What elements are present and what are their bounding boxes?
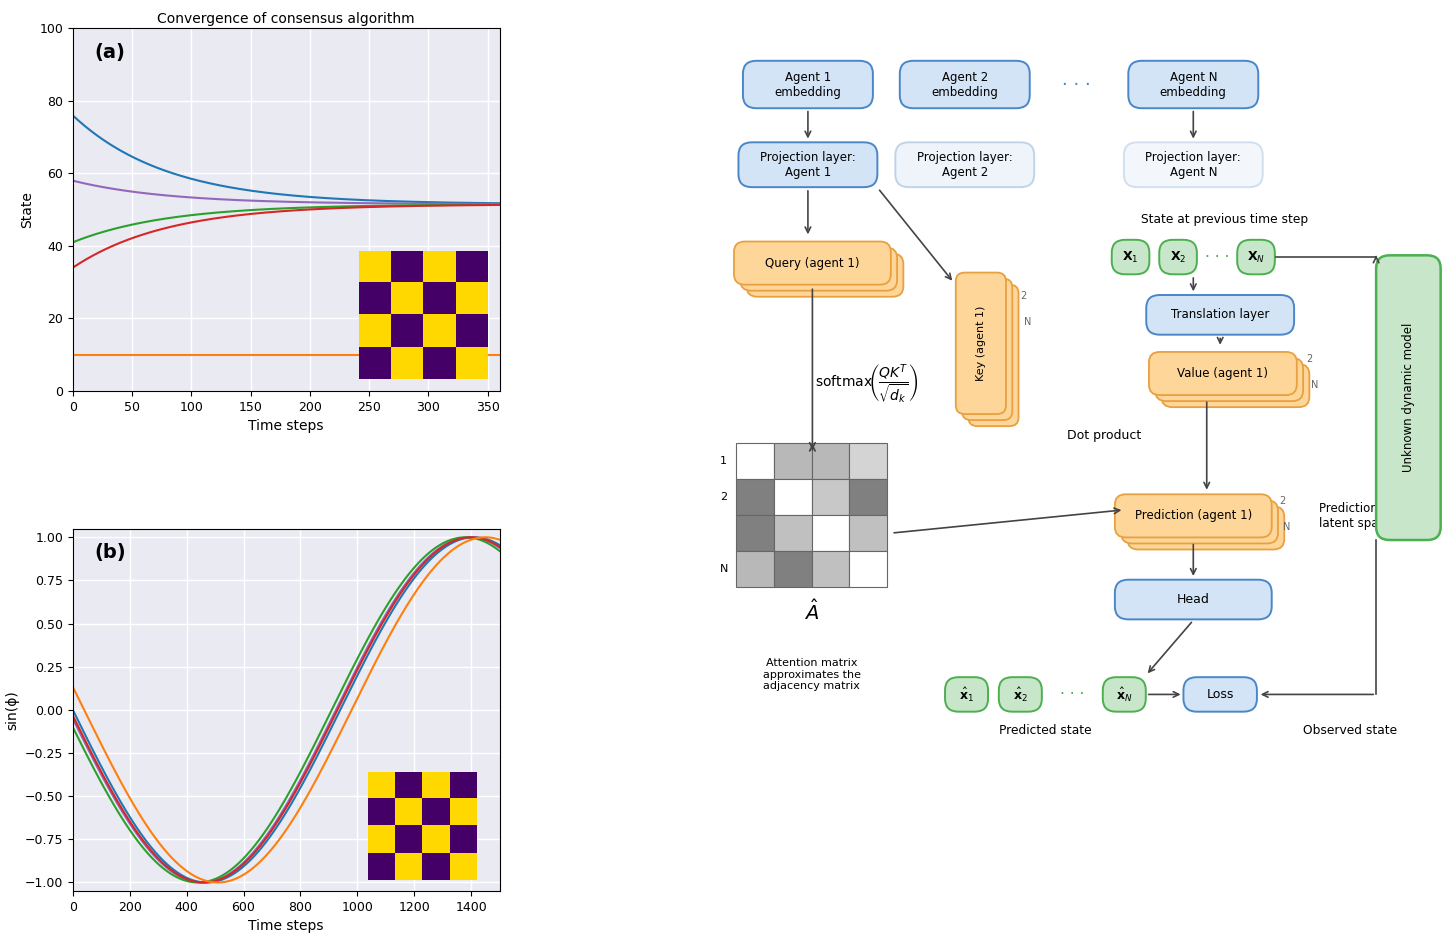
FancyBboxPatch shape: [1127, 506, 1284, 550]
FancyBboxPatch shape: [945, 677, 989, 712]
Text: $\mathbf{X}_N$: $\mathbf{X}_N$: [1246, 249, 1265, 264]
Text: $\hat{\mathbf{x}}_N$: $\hat{\mathbf{x}}_N$: [1117, 685, 1133, 703]
FancyBboxPatch shape: [740, 247, 897, 291]
Text: 2: 2: [721, 492, 727, 501]
Text: Translation layer: Translation layer: [1171, 308, 1270, 321]
Text: State at previous time step: State at previous time step: [1142, 213, 1309, 227]
FancyBboxPatch shape: [747, 254, 903, 297]
Text: 2: 2: [1019, 291, 1026, 301]
Bar: [849, 515, 887, 551]
FancyBboxPatch shape: [1184, 677, 1257, 712]
FancyBboxPatch shape: [1162, 364, 1309, 407]
Text: 2: 2: [1306, 354, 1313, 364]
Text: · · ·: · · ·: [1060, 687, 1085, 702]
Bar: [811, 515, 849, 551]
Text: $\hat{A}$: $\hat{A}$: [804, 599, 820, 624]
FancyBboxPatch shape: [962, 279, 1012, 420]
FancyBboxPatch shape: [734, 242, 891, 284]
Bar: [737, 515, 773, 551]
FancyBboxPatch shape: [1115, 494, 1271, 538]
Text: Head: Head: [1176, 593, 1210, 606]
Y-axis label: State: State: [19, 191, 33, 228]
FancyBboxPatch shape: [1146, 295, 1294, 335]
FancyBboxPatch shape: [1128, 61, 1258, 108]
Text: Agent 1
embedding: Agent 1 embedding: [775, 70, 842, 99]
FancyBboxPatch shape: [999, 677, 1042, 712]
Text: $\mathbf{X}_2$: $\mathbf{X}_2$: [1169, 249, 1187, 264]
Bar: [737, 551, 773, 588]
FancyBboxPatch shape: [1124, 142, 1262, 187]
Title: Convergence of consensus algorithm: Convergence of consensus algorithm: [157, 12, 415, 26]
FancyBboxPatch shape: [1376, 255, 1440, 540]
Text: Agent N
embedding: Agent N embedding: [1160, 70, 1227, 99]
X-axis label: Time steps: Time steps: [249, 920, 323, 934]
Text: N: N: [1283, 522, 1290, 532]
FancyBboxPatch shape: [738, 142, 878, 187]
Text: N: N: [719, 564, 728, 574]
Text: Projection layer:
Agent N: Projection layer: Agent N: [1146, 151, 1241, 179]
Bar: [811, 551, 849, 588]
FancyBboxPatch shape: [1159, 240, 1197, 274]
Text: 1: 1: [721, 456, 727, 465]
Text: Prediction (agent 1): Prediction (agent 1): [1134, 509, 1252, 522]
FancyBboxPatch shape: [743, 61, 874, 108]
FancyBboxPatch shape: [900, 61, 1029, 108]
Text: Observed state: Observed state: [1303, 724, 1398, 738]
Bar: [773, 479, 811, 515]
Text: Value (agent 1): Value (agent 1): [1178, 367, 1268, 380]
FancyBboxPatch shape: [1121, 501, 1278, 543]
X-axis label: Time steps: Time steps: [249, 419, 323, 433]
Bar: [849, 443, 887, 479]
Text: $\hat{\mathbf{x}}_2$: $\hat{\mathbf{x}}_2$: [1013, 685, 1028, 703]
Bar: [737, 479, 773, 515]
Bar: [737, 443, 773, 479]
Text: N: N: [1310, 380, 1318, 390]
Text: N: N: [1024, 317, 1031, 327]
Bar: [773, 515, 811, 551]
Text: Query (agent 1): Query (agent 1): [766, 257, 859, 269]
Text: Agent 2
embedding: Agent 2 embedding: [932, 70, 999, 99]
Text: Projection layer:
Agent 1: Projection layer: Agent 1: [760, 151, 856, 179]
FancyBboxPatch shape: [1238, 240, 1275, 274]
Bar: [811, 443, 849, 479]
Text: Dot product: Dot product: [1067, 429, 1142, 442]
Text: Loss: Loss: [1207, 688, 1233, 701]
FancyBboxPatch shape: [968, 284, 1019, 427]
Text: Attention matrix
approximates the
adjacency matrix: Attention matrix approximates the adjace…: [763, 658, 860, 691]
Bar: [849, 551, 887, 588]
Text: · · ·: · · ·: [1206, 249, 1230, 264]
FancyBboxPatch shape: [1112, 240, 1149, 274]
Bar: [773, 551, 811, 588]
FancyBboxPatch shape: [895, 142, 1034, 187]
Text: $\mathbf{X}_1$: $\mathbf{X}_1$: [1123, 249, 1139, 264]
FancyBboxPatch shape: [1155, 358, 1303, 401]
FancyBboxPatch shape: [1115, 579, 1271, 619]
FancyBboxPatch shape: [1149, 352, 1297, 395]
Text: · · ·: · · ·: [1063, 76, 1091, 94]
Text: (b): (b): [95, 543, 125, 562]
Text: Key (agent 1): Key (agent 1): [976, 305, 986, 381]
Text: 2: 2: [1278, 496, 1286, 506]
FancyBboxPatch shape: [1102, 677, 1146, 712]
Text: Predicted state: Predicted state: [999, 724, 1092, 738]
Bar: [849, 479, 887, 515]
Text: $\hat{\mathbf{x}}_1$: $\hat{\mathbf{x}}_1$: [960, 685, 974, 703]
Text: (a): (a): [95, 43, 125, 62]
Bar: [811, 479, 849, 515]
Text: Predictions in
latent space: Predictions in latent space: [1319, 501, 1398, 530]
Bar: [773, 443, 811, 479]
Text: Unknown dynamic model: Unknown dynamic model: [1402, 323, 1415, 472]
Text: Projection layer:
Agent 2: Projection layer: Agent 2: [917, 151, 1012, 179]
FancyBboxPatch shape: [955, 273, 1006, 414]
Text: $\mathrm{softmax}\!\left(\dfrac{QK^T}{\sqrt{d_k}}\right)$: $\mathrm{softmax}\!\left(\dfrac{QK^T}{\s…: [814, 362, 917, 406]
Y-axis label: sin(ϕ): sin(ϕ): [4, 690, 19, 730]
